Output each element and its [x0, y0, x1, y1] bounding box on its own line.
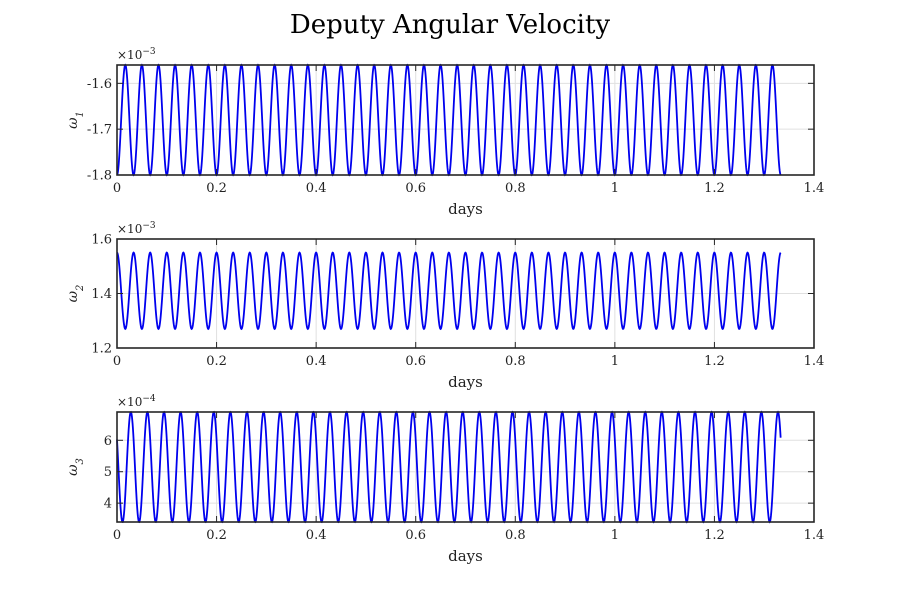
x-tick-label: 0.2	[206, 528, 227, 543]
x-tick-label: 0.8	[505, 528, 526, 543]
exponent-omega3: ×10−4	[117, 394, 156, 409]
x-tick-label: 0.6	[405, 528, 426, 543]
ticks-1: 0 0.2 0.4 0.6 0.8 1 1.2 1.4 1.2 1.4 1.6	[91, 233, 824, 370]
exponent-omega3-power: −4	[142, 394, 156, 404]
x-tick-label: 1	[611, 528, 619, 543]
y-tick-label: -1.7	[87, 123, 112, 138]
x-tick-label: 1.2	[704, 181, 725, 196]
subplot-omega3: 0 0.2 0.4 0.6 0.8 1 1.2 1.4 4 5 6 ω3 ×10−4 days	[65, 394, 824, 565]
ylabel-omega3: ω3	[65, 458, 86, 476]
x-tick-label: 0	[113, 528, 121, 543]
x-tick-label: 1.4	[804, 354, 825, 369]
exponent-omega1-base: ×10	[117, 48, 142, 62]
ylabel-omega3-base: ω	[65, 464, 81, 476]
series-layer-1	[116, 251, 782, 331]
ylabel-omega2: ω2	[65, 285, 86, 303]
x-tick-label: 1.4	[804, 181, 825, 196]
y-tick-label: 1.4	[91, 287, 112, 302]
series-line	[116, 251, 782, 331]
ticks-2: 0 0.2 0.4 0.6 0.8 1 1.2 1.4 4 5 6	[104, 412, 825, 543]
x-tick-label: 1.2	[704, 354, 725, 369]
exponent-omega2-base: ×10	[117, 222, 142, 236]
x-tick-label: 0	[113, 181, 121, 196]
subplot-omega1: 0 0.2 0.4 0.6 0.8 1 1.2 1.4-1.8-1.7-1.6 ω1 ×10−…	[65, 47, 824, 218]
ylabel-omega2-base: ω	[65, 290, 81, 302]
axes-box	[116, 411, 815, 523]
grid-0	[117, 65, 814, 175]
subplot-omega2: 0 0.2 0.4 0.6 0.8 1 1.2 1.4 1.2 1.4 1.6 ω2 ×10−3 d…	[65, 221, 824, 391]
x-tick-label: 0.4	[306, 354, 327, 369]
axes-box	[116, 64, 815, 176]
exponent-omega2-power: −3	[142, 221, 156, 231]
axes-0	[116, 64, 815, 176]
y-tick-label: 1.6	[91, 233, 112, 248]
ticks-0: 0 0.2 0.4 0.6 0.8 1 1.2 1.4 -1.8 -1.7 -1.6	[87, 65, 824, 196]
ylabel-omega2-sub: 2	[75, 285, 86, 292]
y-tick-label: 6	[104, 434, 112, 449]
x-tick-label: 0.4	[306, 181, 327, 196]
x-tick-label: 0.8	[505, 354, 526, 369]
x-tick-label: 0.2	[206, 354, 227, 369]
xlabel-omega1: days	[448, 200, 483, 218]
exponent-omega1: ×10−3	[117, 47, 156, 62]
x-tick-label: 0	[113, 354, 121, 369]
axes-2	[116, 411, 815, 523]
exponent-omega3-base: ×10	[117, 395, 142, 409]
x-tick-label: 1.2	[704, 528, 725, 543]
x-tick-label: 1	[611, 181, 619, 196]
y-tick-label: -1.8	[87, 169, 112, 184]
grid-1	[117, 239, 814, 348]
xlabel-omega3: days	[448, 547, 483, 565]
x-tick-label: 0.2	[206, 181, 227, 196]
xlabel-omega2: days	[448, 373, 483, 391]
x-tick-label: 1	[611, 354, 619, 369]
y-tick-label: 5	[104, 465, 112, 480]
y-tick-label: 4	[104, 497, 112, 512]
x-tick-label: 0.6	[405, 354, 426, 369]
x-tick-label: 0.8	[505, 181, 526, 196]
y-tick-label: -1.6	[87, 77, 112, 92]
exponent-omega2: ×10−3	[117, 221, 156, 236]
x-tick-label: 1.4	[804, 528, 825, 543]
y-tick-label: 1.2	[91, 342, 112, 357]
ylabel-omega3-sub: 3	[75, 458, 86, 464]
ylabel-omega1: ω1	[65, 111, 86, 129]
exponent-omega1-power: −3	[142, 47, 156, 57]
ylabel-omega1-base: ω	[65, 117, 81, 129]
ylabel-omega1-sub: 1	[75, 111, 86, 117]
x-tick-label: 0.6	[405, 181, 426, 196]
x-tick-label: 0.4	[306, 528, 327, 543]
figure-title: Deputy Angular Velocity	[290, 10, 611, 40]
